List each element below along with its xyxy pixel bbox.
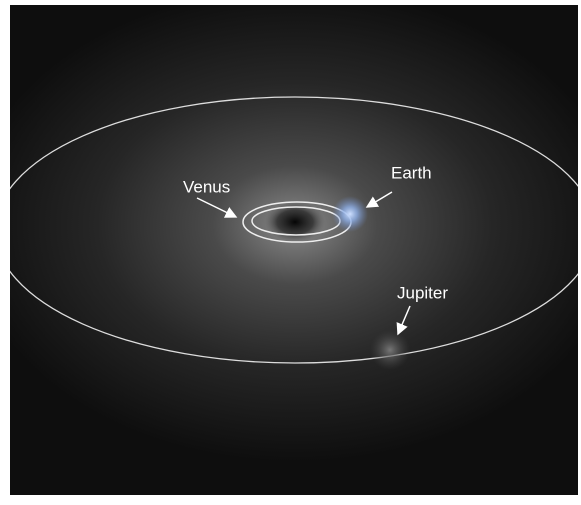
jupiter-planet — [370, 330, 410, 370]
earth-label: Earth — [391, 163, 432, 182]
background — [10, 5, 578, 495]
venus-label: Venus — [183, 177, 230, 196]
jupiter-label: Jupiter — [397, 283, 448, 302]
earth-planet — [332, 196, 368, 232]
orbit-diagram: Venus Earth Jupiter — [0, 0, 581, 500]
page: Venus Earth Jupiter (() => { const data … — [0, 0, 581, 500]
scene — [0, 5, 581, 495]
